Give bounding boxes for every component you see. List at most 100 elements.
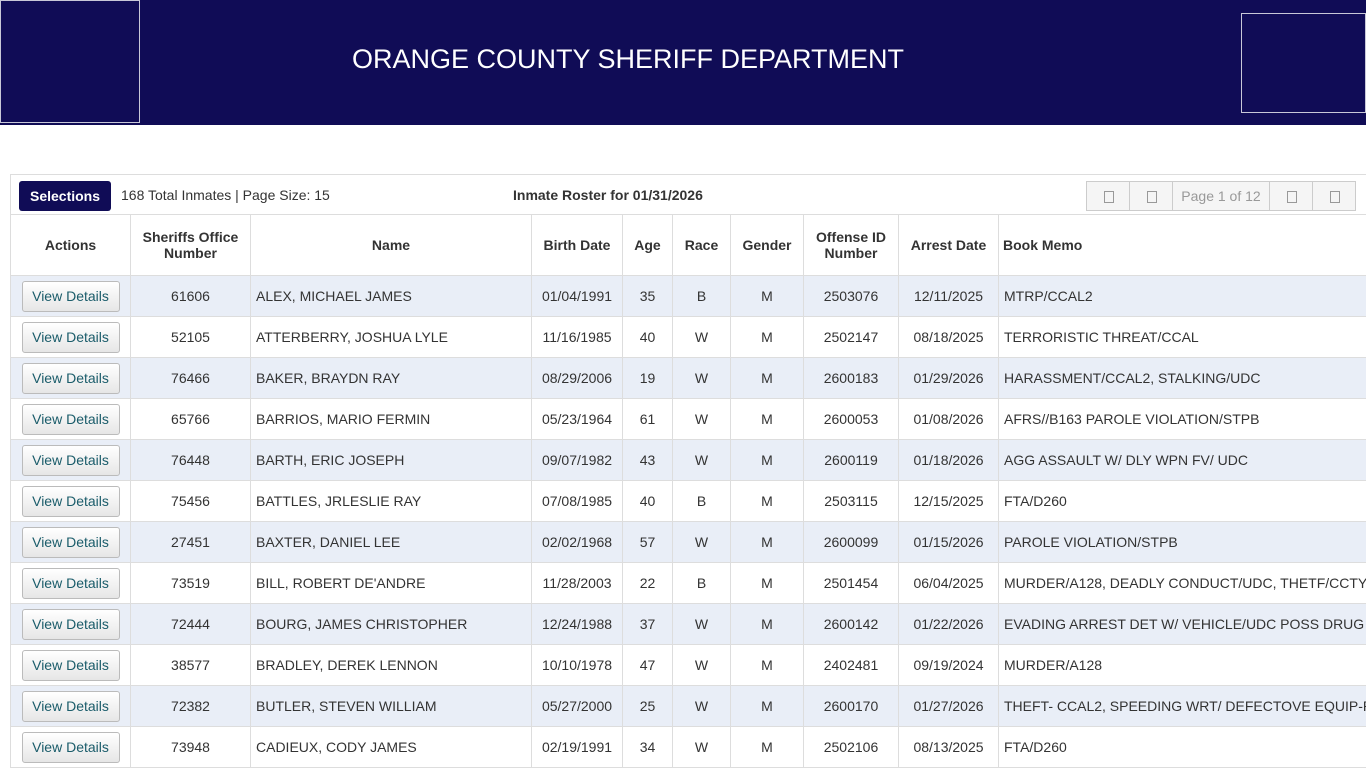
cell: 01/27/2026 [898, 685, 999, 727]
last-page[interactable] [1312, 182, 1355, 210]
cell: HARASSMENT/CCAL2, STALKING/UDC [998, 357, 1366, 399]
action-cell: View Details [10, 521, 131, 563]
view-details-button[interactable]: View Details [21, 608, 120, 640]
cell: 2600183 [803, 357, 899, 399]
table-row: View Details 52105 ATTERBERRY, JOSHUA LYLE… [10, 316, 1366, 358]
cell: BATTLES, JRLESLIE RAY [250, 480, 532, 522]
cell: 2502106 [803, 726, 899, 768]
table-row: View Details 65766 BARRIOS, MARIO FERMIN 05… [10, 398, 1366, 440]
cell: 40 [622, 480, 673, 522]
action-cell: View Details [10, 685, 131, 727]
action-cell: View Details [10, 316, 131, 358]
view-details-button[interactable]: View Details [21, 526, 120, 558]
cell: 07/08/1985 [531, 480, 623, 522]
cell: 61606 [130, 275, 251, 317]
cell: 2600119 [803, 439, 899, 481]
selections-button[interactable]: Selections [19, 181, 111, 211]
cell: 43 [622, 439, 673, 481]
cell: 2600142 [803, 603, 899, 645]
table-row: View Details 27451 BAXTER, DANIEL LEE 02/02… [10, 521, 1366, 563]
action-cell: View Details [10, 480, 131, 522]
cell: M [730, 480, 804, 522]
cell: 01/04/1991 [531, 275, 623, 317]
cell: 2503115 [803, 480, 899, 522]
table-row: View Details 72382 BUTLER, STEVEN WILLIAM 0… [10, 685, 1366, 727]
column-header: Offense ID Number [803, 215, 899, 276]
cell: BAXTER, DANIEL LEE [250, 521, 532, 563]
view-details-button[interactable]: View Details [21, 731, 120, 763]
cell: 73948 [130, 726, 251, 768]
cell: 01/15/2026 [898, 521, 999, 563]
cell: 65766 [130, 398, 251, 440]
next-page[interactable] [1269, 182, 1312, 210]
column-header: Birth Date [531, 215, 623, 276]
cell: W [672, 521, 731, 563]
table-row: View Details 38577 BRADLEY, DEREK LENNON 10… [10, 644, 1366, 686]
cell: BARTH, ERIC JOSEPH [250, 439, 532, 481]
cell: 72382 [130, 685, 251, 727]
cell: 25 [622, 685, 673, 727]
cell: 61 [622, 398, 673, 440]
view-details-button[interactable]: View Details [21, 485, 120, 517]
cell: BRADLEY, DEREK LENNON [250, 644, 532, 686]
cell: 76466 [130, 357, 251, 399]
table-row: View Details 75456 BATTLES, JRLESLIE RAY 07… [10, 480, 1366, 522]
first-page[interactable] [1087, 182, 1130, 210]
cell: W [672, 316, 731, 358]
cell: 12/15/2025 [898, 480, 999, 522]
cell: 06/04/2025 [898, 562, 999, 604]
table-row: View Details 61606 ALEX, MICHAEL JAMES 01/0… [10, 275, 1366, 317]
view-details-button[interactable]: View Details [21, 362, 120, 394]
cell: CADIEUX, CODY JAMES [250, 726, 532, 768]
cell: 75456 [130, 480, 251, 522]
cell: EVADING ARREST DET W/ VEHICLE/UDC POSS D… [998, 603, 1366, 645]
cell: 01/29/2026 [898, 357, 999, 399]
toolbar: Selections 168 Total Inmates | Page Size… [10, 174, 1366, 215]
view-details-button[interactable]: View Details [21, 690, 120, 722]
cell: 11/28/2003 [531, 562, 623, 604]
cell: B [672, 275, 731, 317]
cell: BILL, ROBERT DE'ANDRE [250, 562, 532, 604]
cell: 2600099 [803, 521, 899, 563]
cell: M [730, 726, 804, 768]
action-cell: View Details [10, 562, 131, 604]
cell: 40 [622, 316, 673, 358]
cell: 12/11/2025 [898, 275, 999, 317]
action-cell: View Details [10, 726, 131, 768]
cell: 73519 [130, 562, 251, 604]
page-indicator: Page 1 of 12 [1181, 188, 1261, 204]
view-details-button[interactable]: View Details [21, 280, 120, 312]
cell: 57 [622, 521, 673, 563]
cell: M [730, 644, 804, 686]
column-header: Actions [10, 215, 131, 276]
table-row: View Details 73948 CADIEUX, CODY JAMES 02/1… [10, 726, 1366, 768]
view-details-button[interactable]: View Details [21, 403, 120, 435]
column-header: Sheriffs Office Number [130, 215, 251, 276]
view-details-button[interactable]: View Details [21, 444, 120, 476]
cell: 01/18/2026 [898, 439, 999, 481]
pager: Page 1 of 12 [1086, 181, 1356, 211]
view-details-button[interactable]: View Details [21, 567, 120, 599]
cell: 2501454 [803, 562, 899, 604]
cell: 2600170 [803, 685, 899, 727]
cell: 22 [622, 562, 673, 604]
action-cell: View Details [10, 398, 131, 440]
cell: 01/22/2026 [898, 603, 999, 645]
table-row: View Details 72444 BOURG, JAMES CHRISTOPHE… [10, 603, 1366, 645]
prev-page[interactable] [1130, 182, 1173, 210]
view-details-button[interactable]: View Details [21, 649, 120, 681]
cell: ALEX, MICHAEL JAMES [250, 275, 532, 317]
cell: MURDER/A128 [998, 644, 1366, 686]
cell: AFRS//B163 PAROLE VIOLATION/STPB [998, 398, 1366, 440]
cell: BAKER, BRAYDN RAY [250, 357, 532, 399]
table-row: View Details 76466 BAKER, BRAYDN RAY 08/29/… [10, 357, 1366, 399]
cell: W [672, 685, 731, 727]
column-header: Race [672, 215, 731, 276]
cell: W [672, 726, 731, 768]
view-details-button[interactable]: View Details [21, 321, 120, 353]
cell: M [730, 275, 804, 317]
cell: TERRORISTIC THREAT/CCAL [998, 316, 1366, 358]
logo-left [0, 0, 140, 123]
cell: 2600053 [803, 398, 899, 440]
summary: 168 Total Inmates | Page Size: 15 [121, 187, 330, 203]
